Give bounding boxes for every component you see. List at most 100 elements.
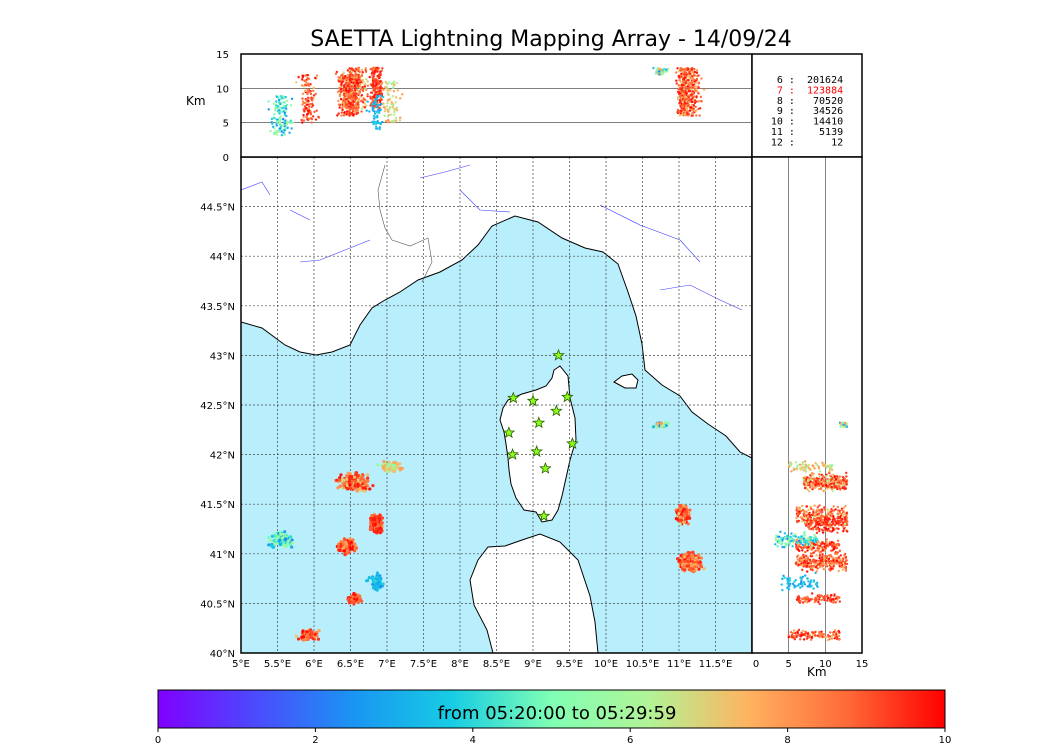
lightning-point-right	[805, 543, 808, 546]
lightning-point-top	[309, 113, 313, 116]
lightning-point-right	[845, 512, 848, 515]
map-x-tick-label: 8.5°E	[483, 659, 510, 670]
lightning-point-right	[830, 637, 834, 640]
lightning-point-top	[689, 76, 693, 79]
lightning-point-right	[812, 631, 815, 634]
lightning-point	[310, 630, 314, 634]
lightning-point-top	[310, 121, 314, 124]
lightning-point-top	[683, 72, 686, 76]
lightning-point	[681, 507, 686, 512]
lightning-point-top	[687, 79, 690, 82]
lightning-point-right	[828, 470, 831, 473]
lightning-point	[656, 422, 660, 426]
lightning-point-top	[307, 105, 311, 109]
right-altitude-tick: 15	[856, 659, 869, 670]
lightning-point-top	[301, 74, 305, 78]
lightning-point-right	[833, 562, 836, 565]
lightning-point-right	[829, 563, 833, 566]
lightning-point-top	[357, 97, 361, 101]
lightning-point-top	[356, 66, 360, 70]
lightning-point	[345, 477, 349, 482]
lightning-point-top	[677, 87, 680, 91]
lightning-point-right	[820, 515, 823, 519]
lightning-point-top	[695, 114, 698, 117]
lightning-point-top	[283, 111, 287, 114]
lightning-point-top	[394, 119, 398, 122]
lightning-point-right	[776, 545, 779, 548]
lightning-point-top	[687, 94, 691, 97]
lightning-point-right	[808, 486, 812, 489]
lightning-point-right	[808, 583, 811, 586]
lightning-point-top	[353, 87, 357, 90]
lightning-point-right	[834, 560, 837, 563]
lightning-point-right	[794, 461, 798, 464]
lightning-point-top	[338, 94, 342, 98]
lightning-point	[688, 508, 692, 512]
lightning-point-right	[808, 513, 811, 516]
lightning-point-right	[791, 631, 795, 635]
lightning-point-right	[806, 601, 809, 604]
lightning-point-right	[798, 549, 801, 553]
top-altitude-tick: 10	[216, 84, 229, 95]
lightning-point-top	[377, 111, 381, 115]
lightning-point-top	[361, 85, 364, 89]
lightning-point	[272, 538, 276, 543]
lightning-point-right	[812, 465, 816, 469]
lightning-point	[376, 463, 380, 467]
lightning-point-top	[356, 103, 360, 106]
colorbar-tick-label: 8	[784, 735, 790, 746]
lightning-point-top	[365, 109, 368, 112]
lightning-point-right	[830, 525, 833, 529]
lightning-point-right	[796, 584, 800, 587]
lightning-point-top	[395, 106, 398, 110]
lightning-point-right	[828, 479, 831, 482]
latitude-altitude-panel: 0 5 10 15 Km	[751, 156, 869, 679]
lightning-point-top	[335, 70, 339, 74]
lightning-point	[353, 475, 357, 479]
lightning-point-right	[804, 598, 808, 601]
lightning-point-top	[357, 106, 360, 109]
lightning-point-right	[803, 532, 806, 535]
lightning-point-top	[371, 108, 374, 111]
lightning-point-top	[350, 86, 353, 90]
lightning-point	[366, 479, 370, 483]
lightning-point-top	[312, 94, 316, 97]
colorbar-tick-label: 2	[312, 735, 318, 746]
lightning-point-top	[305, 113, 309, 116]
lightning-point-top	[304, 80, 308, 84]
lightning-point-right	[819, 634, 822, 637]
lightning-point-right	[830, 477, 834, 481]
lightning-point-right	[846, 530, 849, 533]
lightning-point-top	[374, 100, 377, 103]
lightning-point-top	[658, 67, 661, 70]
lightning-point-top	[340, 111, 344, 114]
lightning-point-top	[372, 95, 375, 99]
lightning-point-right	[803, 510, 806, 513]
lightning-point-right	[802, 553, 805, 557]
lightning-point-right	[801, 568, 804, 572]
lightning-point-top	[274, 106, 277, 110]
lightning-point-top	[274, 108, 277, 112]
lightning-point-right	[789, 631, 793, 634]
lightning-point-top	[384, 80, 387, 84]
lightning-point-right	[814, 634, 817, 637]
lightning-point-right	[818, 514, 821, 518]
lightning-point-top	[351, 113, 355, 117]
lightning-point-right	[815, 463, 819, 466]
lightning-point-top	[340, 106, 343, 110]
lightning-point-right	[783, 546, 786, 549]
lightning-point-right	[804, 520, 807, 524]
lightning-point-right	[833, 475, 837, 479]
lightning-point-right	[833, 628, 837, 632]
lightning-point-top	[382, 88, 385, 91]
colorbar-label: from 05:20:00 to 05:29:59	[438, 703, 677, 724]
station-star-icon	[530, 444, 544, 458]
lightning-point-top	[679, 97, 682, 100]
lightning-point-right	[791, 545, 794, 548]
lightning-point-right	[818, 602, 821, 606]
lightning-point-top	[678, 114, 682, 117]
lightning-point-right	[825, 464, 828, 468]
lightning-point	[338, 478, 342, 482]
lightning-point-top	[343, 111, 346, 114]
